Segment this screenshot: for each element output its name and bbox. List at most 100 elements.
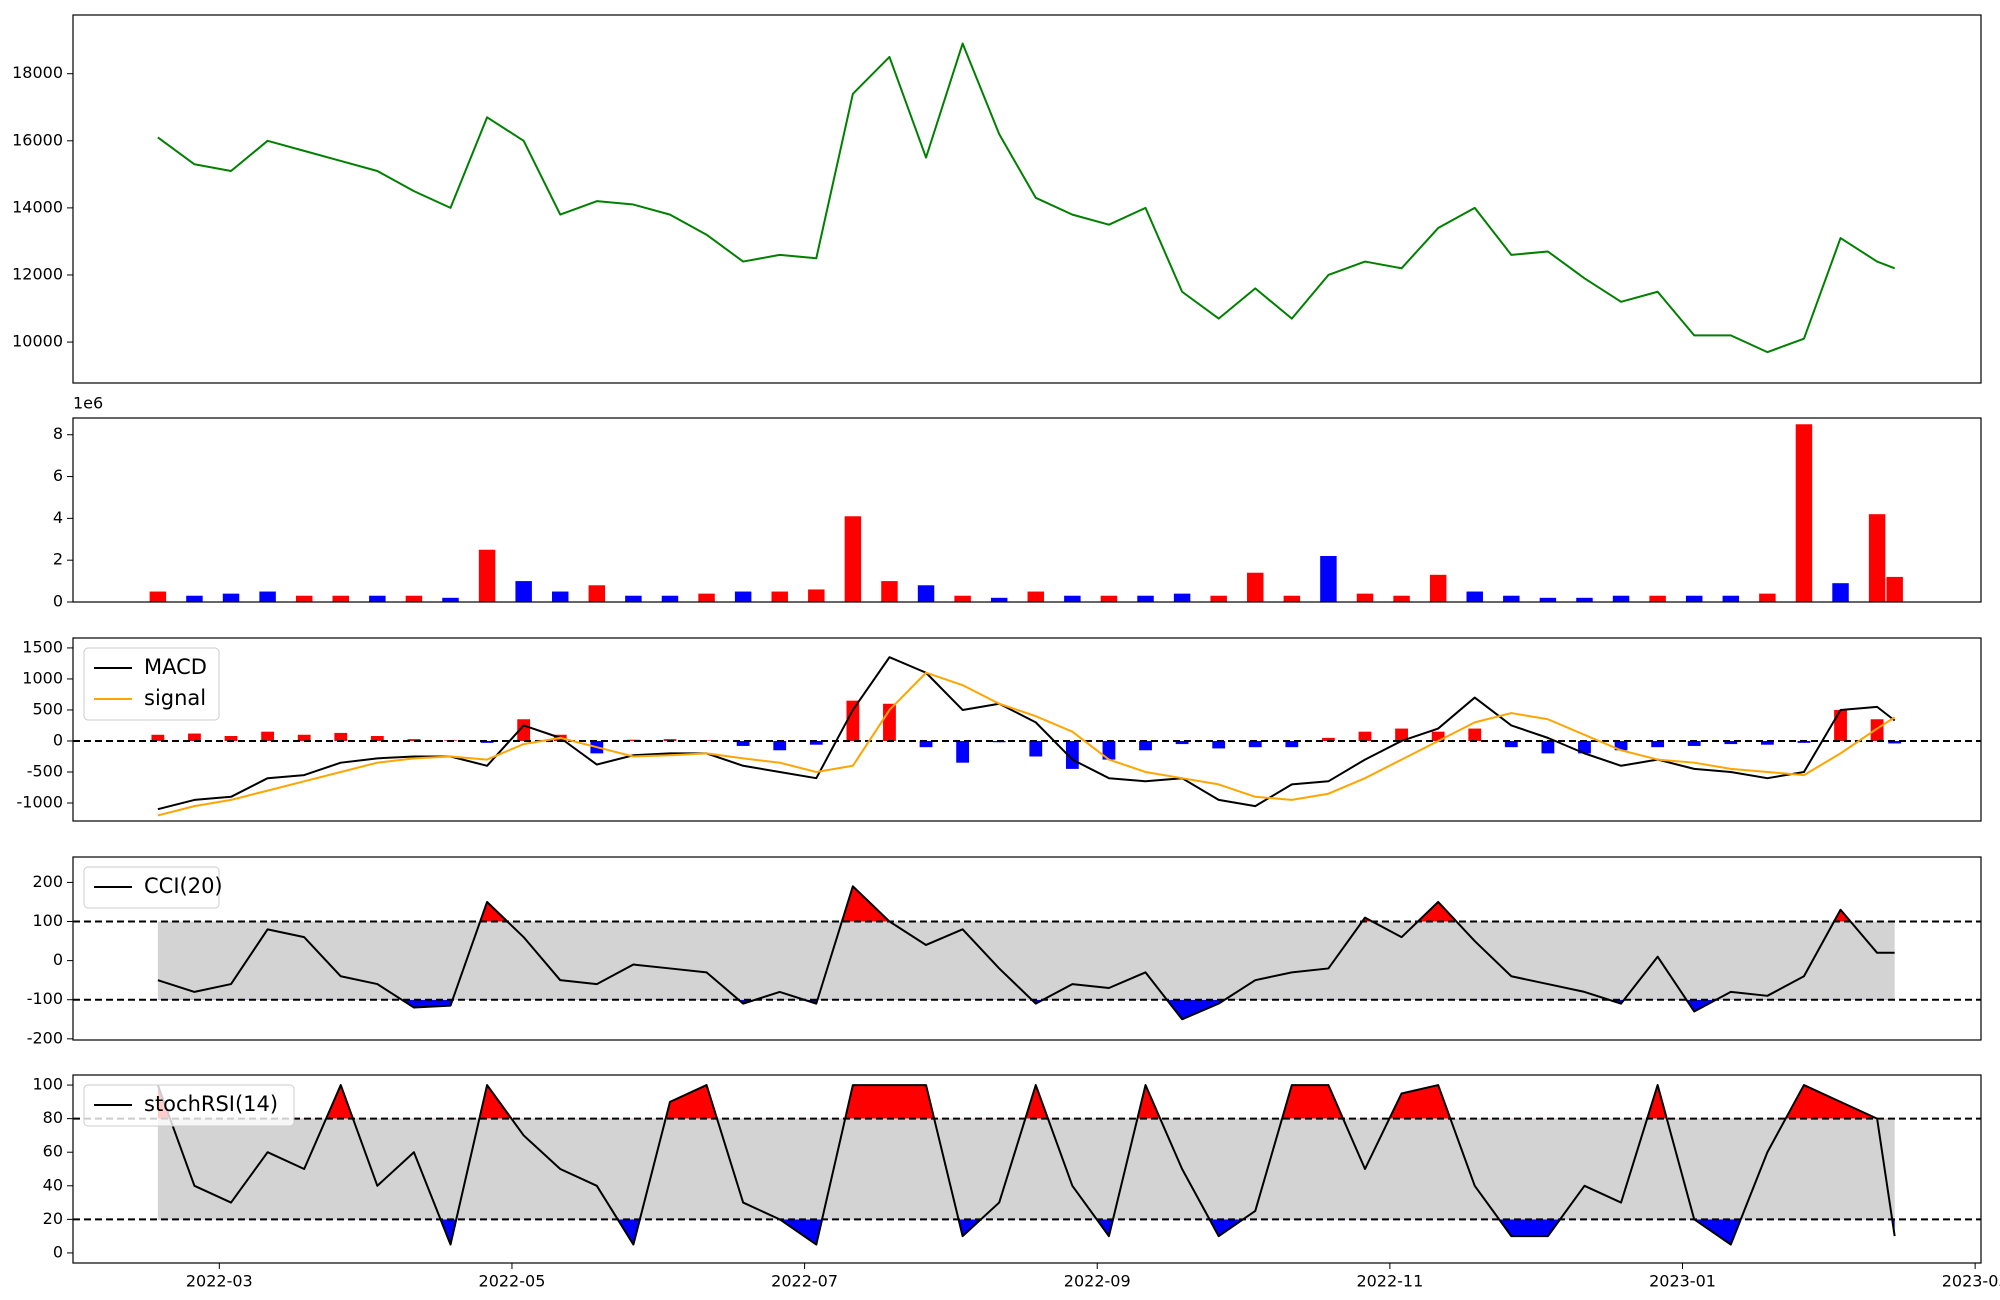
neutral-band bbox=[157, 1118, 1895, 1220]
y-tick-label: 40 bbox=[43, 1175, 63, 1194]
volume-bar bbox=[1886, 576, 1903, 602]
volume-bar bbox=[405, 595, 423, 602]
volume-bar bbox=[954, 595, 971, 602]
volume-bar bbox=[990, 597, 1008, 602]
volume-bar bbox=[1795, 424, 1813, 602]
y-tick-label: 0 bbox=[53, 1242, 63, 1261]
histogram-bar bbox=[1614, 740, 1628, 751]
volume-bar bbox=[808, 589, 825, 602]
histogram-bar bbox=[1102, 740, 1116, 760]
volume-bar bbox=[1027, 591, 1045, 602]
histogram-bar bbox=[480, 740, 494, 743]
histogram-bar bbox=[151, 734, 165, 741]
volume-bar bbox=[661, 595, 679, 602]
x-tick-label: 2022-07 bbox=[771, 1272, 838, 1291]
y-tick-label: 1500 bbox=[22, 637, 63, 656]
histogram-bar bbox=[1578, 740, 1591, 754]
volume-bar bbox=[1722, 595, 1740, 602]
y-tick-label: 4 bbox=[53, 508, 63, 527]
volume-bar bbox=[515, 581, 532, 602]
series-line bbox=[157, 671, 1896, 817]
y-tick-label: 2 bbox=[53, 550, 63, 569]
y-tick-label: 200 bbox=[32, 872, 63, 891]
histogram-bar bbox=[1468, 728, 1482, 741]
histogram-bar bbox=[773, 740, 787, 751]
volume-bar bbox=[844, 516, 862, 602]
volume-bar bbox=[1539, 597, 1557, 602]
y-tick-label: 60 bbox=[43, 1142, 63, 1161]
volume-bar bbox=[1247, 572, 1264, 602]
histogram-bar bbox=[1651, 740, 1665, 748]
y-tick-label: 14000 bbox=[12, 197, 63, 216]
neutral-band bbox=[157, 921, 1895, 1000]
volume-bar bbox=[1393, 595, 1410, 602]
histogram-bar bbox=[1395, 728, 1408, 741]
volume-bar bbox=[1759, 593, 1776, 602]
y-tick-label: 0 bbox=[53, 950, 63, 969]
y-tick-label: 16000 bbox=[12, 130, 63, 149]
y-tick-label: -500 bbox=[27, 761, 63, 780]
volume-bar bbox=[478, 549, 496, 602]
volume-bar bbox=[1685, 595, 1703, 602]
volume-bar bbox=[1100, 595, 1118, 602]
histogram-bar bbox=[188, 733, 201, 741]
volume-bar bbox=[1173, 593, 1191, 602]
legend-label: stochRSI(14) bbox=[144, 1092, 278, 1116]
series-line bbox=[156, 1084, 1896, 1246]
volume-bar bbox=[881, 581, 898, 602]
histogram-bar bbox=[627, 739, 640, 741]
histogram-bar bbox=[1212, 740, 1226, 749]
legend-label: MACD bbox=[144, 655, 207, 679]
volume-bar bbox=[1466, 591, 1483, 602]
histogram-bar bbox=[1504, 740, 1518, 748]
histogram-bar bbox=[1541, 740, 1555, 754]
histogram-bar bbox=[517, 719, 531, 741]
histogram-bar bbox=[297, 734, 311, 741]
histogram-bar bbox=[407, 739, 421, 741]
panel bbox=[149, 424, 1903, 602]
volume-bar bbox=[625, 595, 642, 602]
volume-bar bbox=[442, 597, 459, 602]
panel bbox=[73, 656, 1981, 817]
offset-text: 1e6 bbox=[73, 394, 103, 413]
histogram-bar bbox=[1760, 740, 1774, 745]
panel bbox=[157, 42, 1896, 354]
y-tick-label: 18000 bbox=[12, 63, 63, 82]
histogram-bar bbox=[1431, 731, 1445, 741]
volume-bar bbox=[295, 595, 313, 602]
histogram-bar bbox=[736, 740, 750, 746]
y-tick-label: 80 bbox=[43, 1108, 63, 1127]
oversold-fill bbox=[157, 1219, 1895, 1245]
histogram-bar bbox=[1139, 740, 1152, 751]
y-tick-label: 1000 bbox=[22, 668, 63, 687]
volume-bar bbox=[1320, 556, 1337, 602]
volume-bar bbox=[1064, 595, 1081, 602]
histogram-bar bbox=[1888, 740, 1902, 744]
x-tick-label: 2022-09 bbox=[1064, 1272, 1131, 1291]
histogram-bar bbox=[809, 740, 823, 745]
y-tick-label: -1000 bbox=[17, 793, 64, 812]
x-tick-label: 2022-03 bbox=[186, 1272, 253, 1291]
volume-bar bbox=[332, 595, 349, 602]
histogram-bar bbox=[846, 700, 860, 741]
legend-box bbox=[83, 866, 220, 909]
volume-bar bbox=[259, 591, 276, 602]
histogram-bar bbox=[1870, 719, 1884, 741]
histogram-bar bbox=[261, 731, 275, 741]
histogram-bar bbox=[1285, 740, 1299, 748]
panel-frame bbox=[72, 417, 1982, 603]
histogram-bar bbox=[1322, 737, 1335, 741]
histogram-bar bbox=[1029, 740, 1043, 757]
y-tick-label: -200 bbox=[27, 1028, 63, 1047]
y-tick-label: 12000 bbox=[12, 264, 63, 283]
histogram-bar bbox=[1724, 740, 1738, 745]
volume-bar bbox=[1356, 593, 1374, 602]
volume-bar bbox=[369, 595, 386, 602]
y-tick-label: 10000 bbox=[12, 332, 63, 351]
volume-bar bbox=[1137, 595, 1154, 602]
histogram-bar bbox=[1248, 740, 1262, 748]
y-tick-label: -100 bbox=[27, 989, 63, 1008]
volume-bar bbox=[222, 593, 240, 602]
x-tick-label: 2023-03 bbox=[1942, 1272, 2000, 1291]
volume-bar bbox=[1503, 595, 1520, 602]
